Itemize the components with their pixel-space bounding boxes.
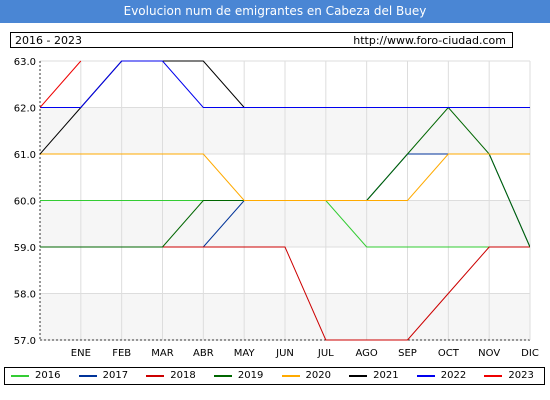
legend: 2016 2017 2018 2019 2020 2021 2022 2023 [4,367,545,385]
x-tick-label-jun: JUN [275,348,294,359]
legend-label: 2016 [35,370,61,381]
legend-swatch [11,375,29,377]
legend-label: 2020 [305,370,331,381]
legend-swatch [281,375,300,377]
x-tick-label-jul: JUL [317,348,334,359]
y-tick-label: 57.0 [14,336,36,347]
y-tick-label: 58.0 [14,290,36,301]
y-tick-label: 60.0 [14,197,36,208]
legend-label: 2018 [170,370,196,381]
x-tick-label-ene: ENE [71,348,91,359]
period-label: 2016 - 2023 [15,34,82,47]
line-chart: 57.0 58.0 59.0 60.0 61.0 62.0 63.0 ENE FEB MAR AB… [14,57,539,359]
x-tick-label-feb: FEB [112,348,131,359]
x-tick-labels: ENE FEB MAR ABR MAY JUN JUL AGO SEP OCT NOV DIC [71,348,539,359]
y-tick-label: 59.0 [14,243,36,254]
legend-swatch [484,375,503,377]
legend-label: 2017 [102,370,129,381]
legend-label: 2021 [373,370,399,381]
x-tick-label-dic: DIC [521,348,539,359]
legend-swatch [78,375,97,377]
x-tick-label-may: MAY [234,348,256,359]
series-line-2023 [40,60,82,108]
y-tick-labels: 57.0 58.0 59.0 60.0 61.0 62.0 63.0 [14,57,36,347]
legend-swatch [146,375,165,377]
source-url: http://www.foro-ciudad.com [353,34,506,47]
legend-label: 2019 [237,370,264,381]
y-tick-label: 61.0 [14,150,36,161]
legend-swatch [213,375,232,377]
x-tick-label-abr: ABR [193,348,214,359]
x-tick-label-mar: MAR [151,348,173,359]
series-line-2020 [40,153,530,201]
x-tick-label-sep: SEP [398,348,417,359]
info-bar: 2016 - 2023 http://www.foro-ciudad.com [10,32,513,48]
series-line-2022 [40,60,530,108]
y-tick-label: 62.0 [14,104,36,115]
x-tick-label-ago: AGO [356,348,378,359]
chart-title: Evolucion num de emigrantes en Cabeza de… [0,0,550,23]
x-tick-label-oct: OCT [438,348,460,359]
legend-label: 2023 [508,370,534,381]
x-tick-label-nov: NOV [478,348,500,359]
legend-swatch [416,375,435,377]
y-tick-label: 63.0 [14,57,36,68]
legend-label: 2022 [440,370,467,381]
legend-swatch [349,375,368,377]
series-lines [40,60,530,341]
